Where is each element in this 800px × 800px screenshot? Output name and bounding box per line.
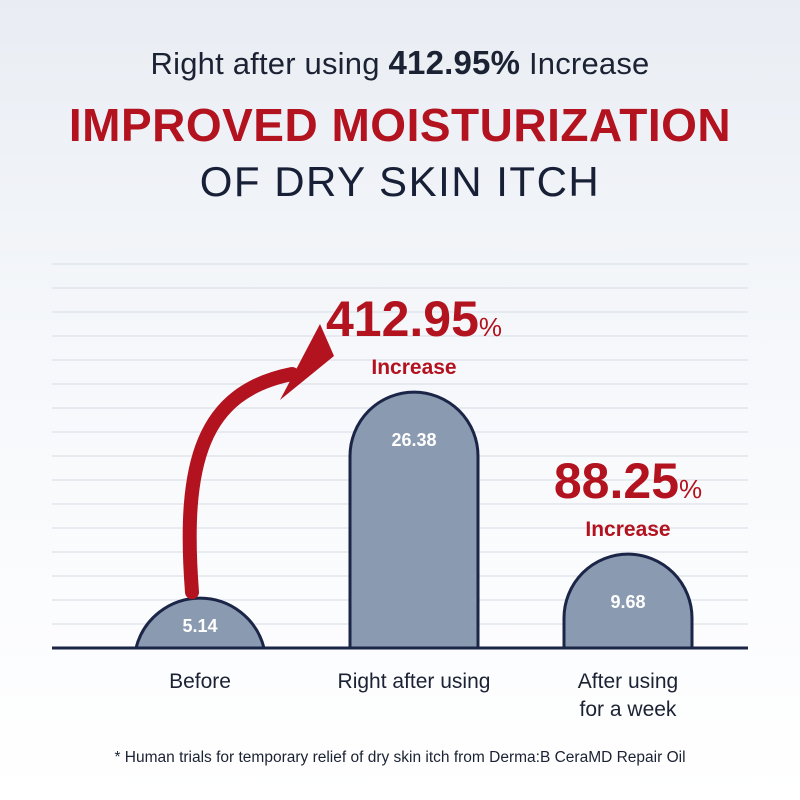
category-label: Before: [169, 670, 231, 693]
increase-label: Increase: [585, 518, 670, 541]
increase-arrow: [182, 367, 299, 600]
increase-label: Increase: [371, 356, 456, 379]
footnote: * Human trials for temporary relief of d…: [114, 749, 686, 766]
headline-lead: Right after using: [150, 46, 389, 81]
bar-value-label: 5.14: [182, 616, 217, 636]
increase-percent-label: 412.95%: [326, 291, 502, 347]
increase-percent-label: 88.25%: [554, 453, 702, 509]
bar: [562, 552, 694, 650]
category-label: for a week: [580, 698, 677, 721]
category-label: After using: [578, 670, 678, 693]
bar-value-label: 9.68: [610, 592, 645, 612]
bar-value-label: 26.38: [391, 430, 436, 450]
headline: Right after using 412.95% Increase: [0, 44, 800, 82]
headline-value: 412.95%: [388, 44, 521, 81]
chart-title: IMPROVED MOISTURIZATION: [68, 99, 732, 151]
bar: [348, 390, 480, 650]
bar: [134, 596, 266, 650]
increase-arrowhead: [280, 324, 334, 400]
chart-subtitle: OF DRY SKIN ITCH: [199, 158, 601, 205]
category-label: Right after using: [338, 670, 491, 693]
headline-tail: Increase: [520, 46, 650, 81]
